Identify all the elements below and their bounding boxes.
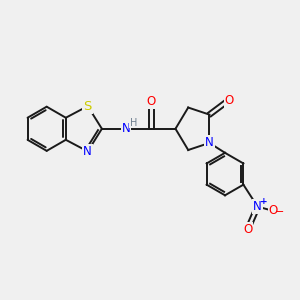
- Text: +: +: [260, 197, 268, 206]
- Text: −: −: [275, 207, 284, 217]
- Text: S: S: [83, 100, 92, 112]
- Text: N: N: [122, 122, 130, 135]
- Text: O: O: [225, 94, 234, 107]
- Text: N: N: [205, 136, 214, 149]
- Text: N: N: [83, 145, 92, 158]
- Text: O: O: [243, 223, 252, 236]
- Text: O: O: [268, 204, 278, 218]
- Text: O: O: [147, 95, 156, 108]
- Text: H: H: [130, 118, 137, 128]
- Text: N: N: [253, 200, 262, 213]
